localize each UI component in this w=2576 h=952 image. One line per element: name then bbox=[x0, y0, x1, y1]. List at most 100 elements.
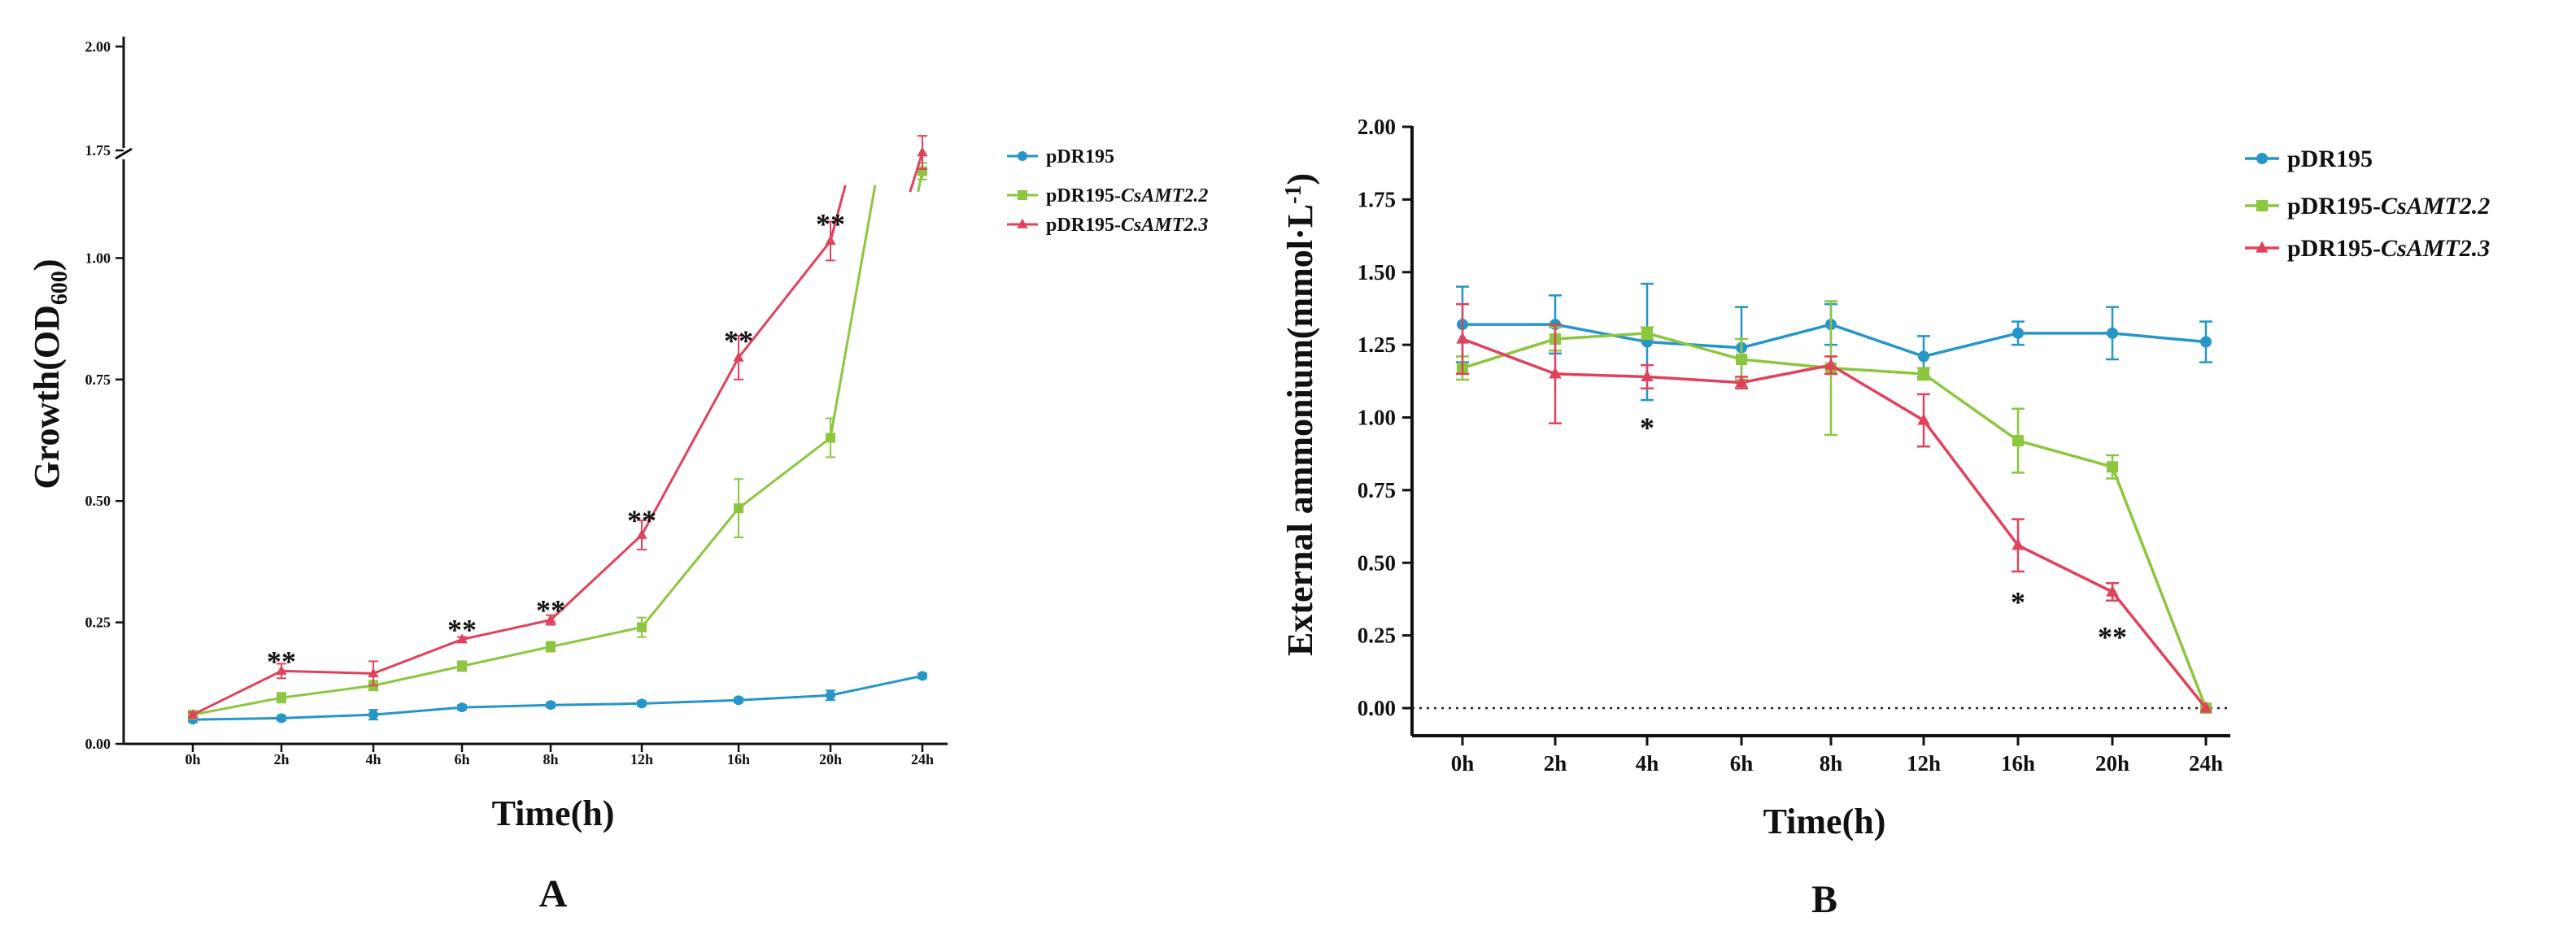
y-tick-label: 0.25 bbox=[1358, 624, 1396, 648]
data-point bbox=[2200, 336, 2212, 348]
significance-marker: ** bbox=[627, 504, 656, 537]
x-tick-label: 2h bbox=[1544, 751, 1567, 776]
data-point bbox=[1736, 354, 1747, 365]
significance-marker: * bbox=[2011, 586, 2025, 619]
data-point bbox=[1641, 327, 1653, 339]
series-line bbox=[1923, 332, 2019, 359]
data-point bbox=[637, 622, 647, 632]
data-point bbox=[457, 661, 467, 672]
series-line bbox=[549, 533, 643, 621]
y-tick-label: 1.25 bbox=[1358, 333, 1396, 357]
y-tick-label: 1.50 bbox=[1358, 260, 1396, 285]
panel-label-b: B bbox=[1811, 878, 1837, 921]
data-point bbox=[918, 671, 927, 681]
series-line bbox=[461, 646, 551, 667]
legend-label-2: pDR195-CsAMT2.3 bbox=[1046, 215, 1208, 236]
series-line bbox=[1462, 337, 1556, 370]
series-line bbox=[192, 716, 282, 721]
series-line bbox=[1554, 323, 1648, 344]
data-point bbox=[546, 641, 556, 652]
y-tick-label: 0.00 bbox=[85, 736, 111, 752]
data-point bbox=[733, 351, 744, 362]
x-tick-label: 16h bbox=[727, 751, 750, 767]
x-tick-label: 4h bbox=[365, 751, 381, 767]
data-point bbox=[457, 702, 467, 713]
significance-marker: ** bbox=[816, 208, 845, 241]
significance-marker: ** bbox=[724, 324, 753, 357]
data-point bbox=[1549, 367, 1562, 379]
y-tick-label: 0.25 bbox=[85, 615, 111, 631]
data-point bbox=[2012, 538, 2025, 550]
series-line bbox=[737, 240, 832, 359]
legend-marker bbox=[2256, 153, 2268, 164]
series-line bbox=[641, 698, 739, 705]
series-1 bbox=[1456, 300, 2212, 714]
data-point bbox=[368, 710, 378, 720]
axis-break-mark bbox=[115, 147, 133, 160]
significance-marker: * bbox=[1640, 411, 1654, 444]
significance-marker: ** bbox=[536, 594, 565, 627]
legend-marker bbox=[2256, 200, 2268, 211]
data-point bbox=[2106, 585, 2119, 597]
series-line bbox=[829, 185, 877, 438]
series-line bbox=[829, 185, 847, 241]
data-point bbox=[1456, 332, 1469, 344]
legend-label-2: pDR195-CsAMT2.3 bbox=[2287, 235, 2490, 262]
y-tick-label: 1.00 bbox=[1358, 406, 1396, 430]
x-tick-label: 6h bbox=[454, 751, 469, 767]
y-axis-title: External ammonium(mmol·L-1) bbox=[1280, 173, 1320, 656]
series-line bbox=[373, 638, 463, 675]
series-line bbox=[1922, 372, 2020, 442]
y-tick-label: 1.75 bbox=[85, 142, 111, 159]
y-tick-label: 0.75 bbox=[1358, 478, 1396, 502]
series-line bbox=[461, 703, 551, 709]
series-line bbox=[1741, 358, 1832, 370]
series-line bbox=[373, 706, 463, 716]
data-point bbox=[187, 708, 198, 719]
chart-b: 0.00 0.25 0.50 0.75 1.00 1.25 1.50 1.75 2.00 0h 2h… bbox=[1280, 115, 2490, 921]
x-tick-label: 0h bbox=[185, 751, 200, 767]
series-line bbox=[550, 702, 643, 706]
series-line bbox=[373, 664, 463, 687]
x-tick-label: 8h bbox=[543, 751, 558, 767]
data-point bbox=[1917, 413, 1930, 425]
data-point bbox=[734, 695, 743, 706]
data-point bbox=[2107, 461, 2118, 473]
series-line bbox=[640, 357, 740, 536]
y-tick-label: 1.75 bbox=[1358, 187, 1396, 211]
data-point bbox=[1824, 358, 1837, 370]
y-tick-label: 0.50 bbox=[85, 493, 111, 509]
x-tick-label: 2h bbox=[273, 751, 289, 767]
data-point bbox=[1641, 370, 1654, 382]
y-axis-title: Growth(OD600) bbox=[27, 259, 72, 489]
data-point bbox=[1918, 367, 1929, 380]
data-point bbox=[917, 146, 928, 157]
x-tick-label: 12h bbox=[1907, 751, 1941, 776]
panel-label-a: A bbox=[539, 872, 568, 915]
series-line bbox=[281, 684, 374, 699]
y-tick-label: 0.75 bbox=[85, 372, 111, 388]
data-point bbox=[2199, 701, 2212, 713]
series-line bbox=[738, 693, 831, 702]
y-tick-label: 2.00 bbox=[85, 38, 111, 54]
significance-marker: ** bbox=[267, 645, 296, 677]
series-line bbox=[2112, 332, 2207, 344]
legend-label-1: pDR195-CsAMT2.2 bbox=[2287, 193, 2490, 220]
series-line bbox=[192, 696, 282, 716]
series-line bbox=[1554, 372, 1648, 379]
x-tick-label: 20h bbox=[819, 751, 842, 767]
data-point bbox=[734, 503, 743, 514]
significance-marker: ** bbox=[2098, 621, 2127, 654]
series-line bbox=[192, 670, 282, 716]
y-tick-label: 2.00 bbox=[1358, 115, 1396, 139]
series-line bbox=[1554, 332, 1648, 341]
series-line bbox=[2017, 439, 2113, 468]
series-line bbox=[2111, 590, 2208, 710]
series-line bbox=[550, 626, 643, 648]
series-line bbox=[1741, 363, 1832, 385]
data-point bbox=[546, 700, 556, 711]
series-line bbox=[2111, 466, 2208, 709]
y-tick-label: 0.00 bbox=[1358, 696, 1396, 720]
legend-label-0: pDR195 bbox=[1046, 146, 1114, 167]
